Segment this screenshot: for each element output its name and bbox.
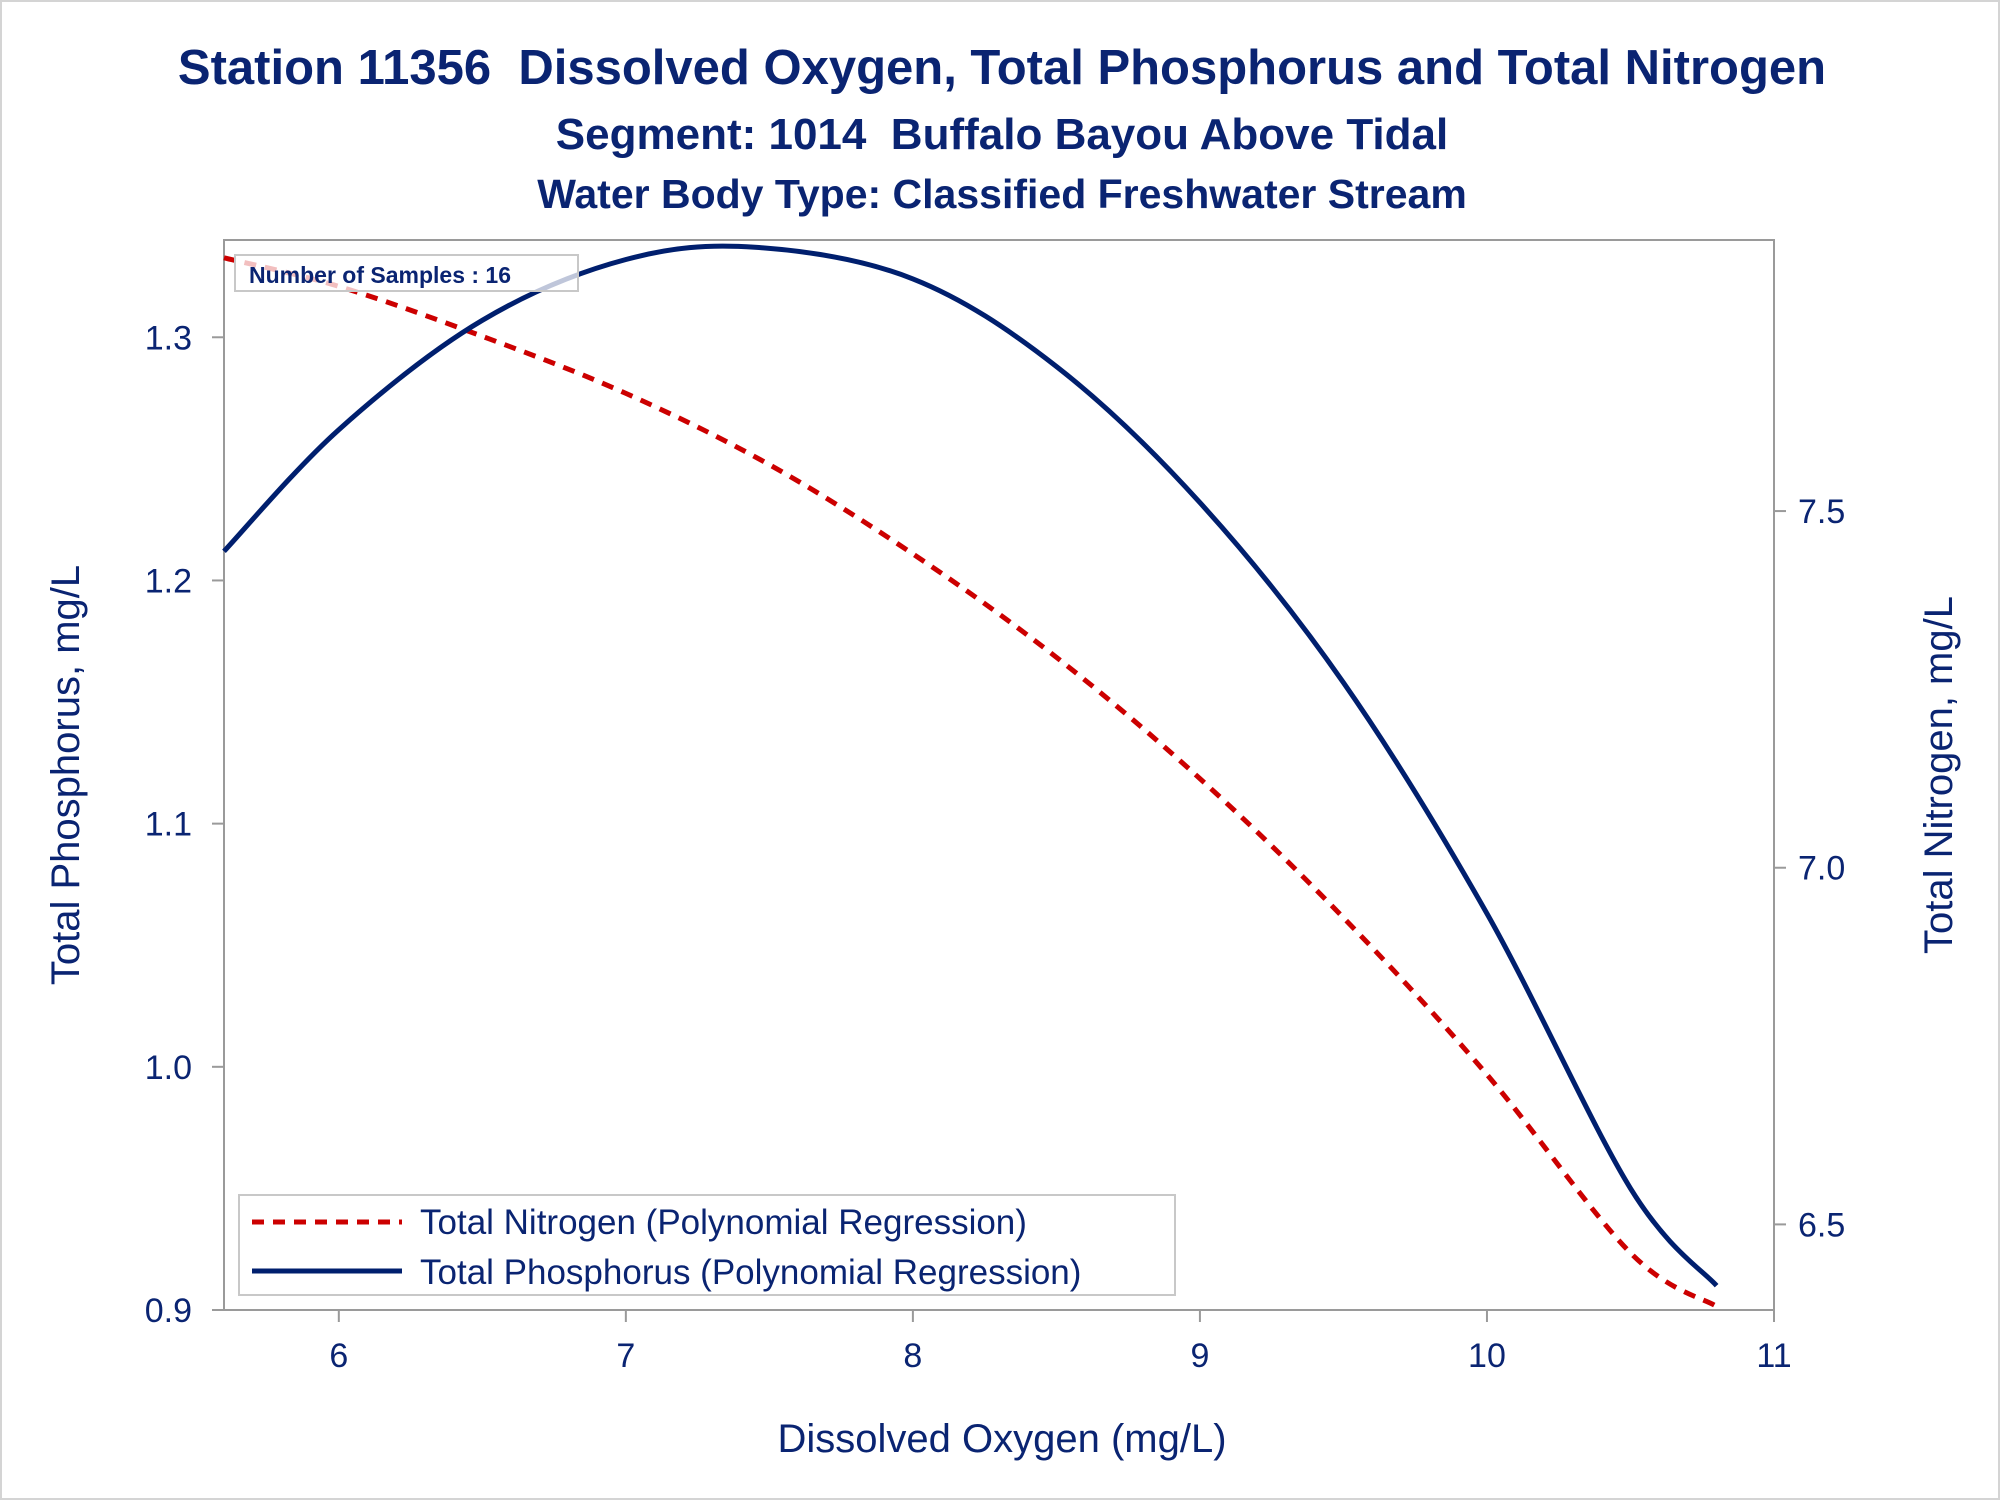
y2-axis-label: Total Nitrogen, mg/L [1917,596,1961,954]
sample-count-text: Number of Samples : 16 [249,262,511,288]
legend: Total Nitrogen (Polynomial Regression) T… [238,1194,1176,1296]
chart-subtitle-2: Water Body Type: Classified Freshwater S… [537,171,1467,217]
x-tick-label: 8 [903,1337,922,1375]
y2-tick-label: 6.5 [1798,1206,1845,1244]
plot-area [223,239,1775,1311]
x-tick-label: 11 [1756,1337,1791,1375]
y2-tick-label: 7.0 [1798,850,1845,888]
chart-title: Station 11356 Dissolved Oxygen, Total Ph… [178,41,1826,95]
legend-label-total-nitrogen: Total Nitrogen (Polynomial Regression) [420,1203,1027,1242]
series-layer [222,243,1719,1309]
x-axis-label: Dissolved Oxygen (mg/L) [777,1417,1226,1461]
y2-tick-label: 7.5 [1798,493,1845,531]
y-axis-label: Total Phosphorus, mg/L [44,565,88,985]
y-tick-label: 0.9 [145,1292,192,1330]
y-tick-label: 1.0 [145,1049,192,1087]
legend-label-total-phosphorus: Total Phosphorus (Polynomial Regression) [420,1253,1081,1292]
x-tick-label: 7 [616,1337,635,1375]
legend-frame [238,1194,1176,1296]
y-tick-label: 1.1 [145,806,192,844]
x-axis: 6 7 8 9 10 11 [329,1310,1792,1375]
y-tick-label: 1.2 [145,562,192,600]
y-axis-left: 0.9 1.0 1.1 1.2 1.3 [145,319,224,1330]
x-tick-label: 6 [329,1337,348,1375]
series-line-total-phosphorus [222,243,1719,1288]
sample-count-box: Number of Samples : 16 [234,254,579,292]
chart-subtitle: Segment: 1014 Buffalo Bayou Above Tidal [556,110,1448,159]
series-line-total-nitrogen [223,255,1718,1309]
x-tick-label: 10 [1468,1337,1506,1375]
y-tick-label: 1.3 [145,319,192,357]
x-tick-label: 9 [1190,1337,1209,1375]
y-axis-right: 6.5 7.0 7.5 [1774,493,1845,1244]
